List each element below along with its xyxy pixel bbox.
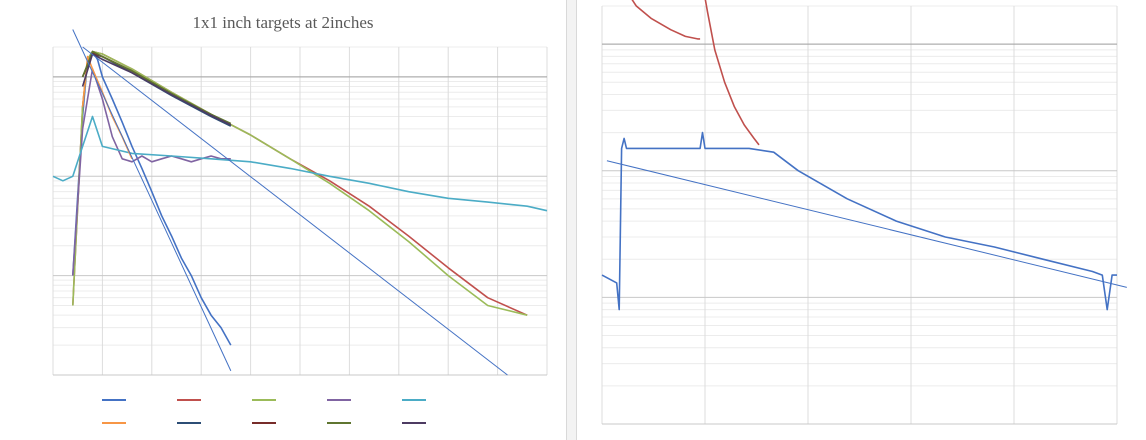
- series-line: [81, 50, 232, 125]
- series-line: [81, 53, 232, 127]
- chart-left-panel: 1x1 inch targets at 2inches: [0, 0, 567, 440]
- trendline: [72, 29, 232, 372]
- trendline: [606, 160, 1127, 288]
- trendline: [82, 46, 508, 376]
- series-line: [81, 55, 133, 160]
- chart-left-svg: 1x1 inch targets at 2inches: [52, 13, 548, 424]
- chart-right-panel: [576, 0, 1146, 440]
- series-line: [704, 0, 760, 146]
- chart-right-svg: [601, 0, 1127, 425]
- series-line: [601, 131, 1117, 311]
- series-line: [631, 0, 701, 40]
- chart-title: 1x1 inch targets at 2inches: [193, 13, 374, 32]
- panel-divider: [567, 0, 576, 440]
- series-line: [52, 115, 548, 212]
